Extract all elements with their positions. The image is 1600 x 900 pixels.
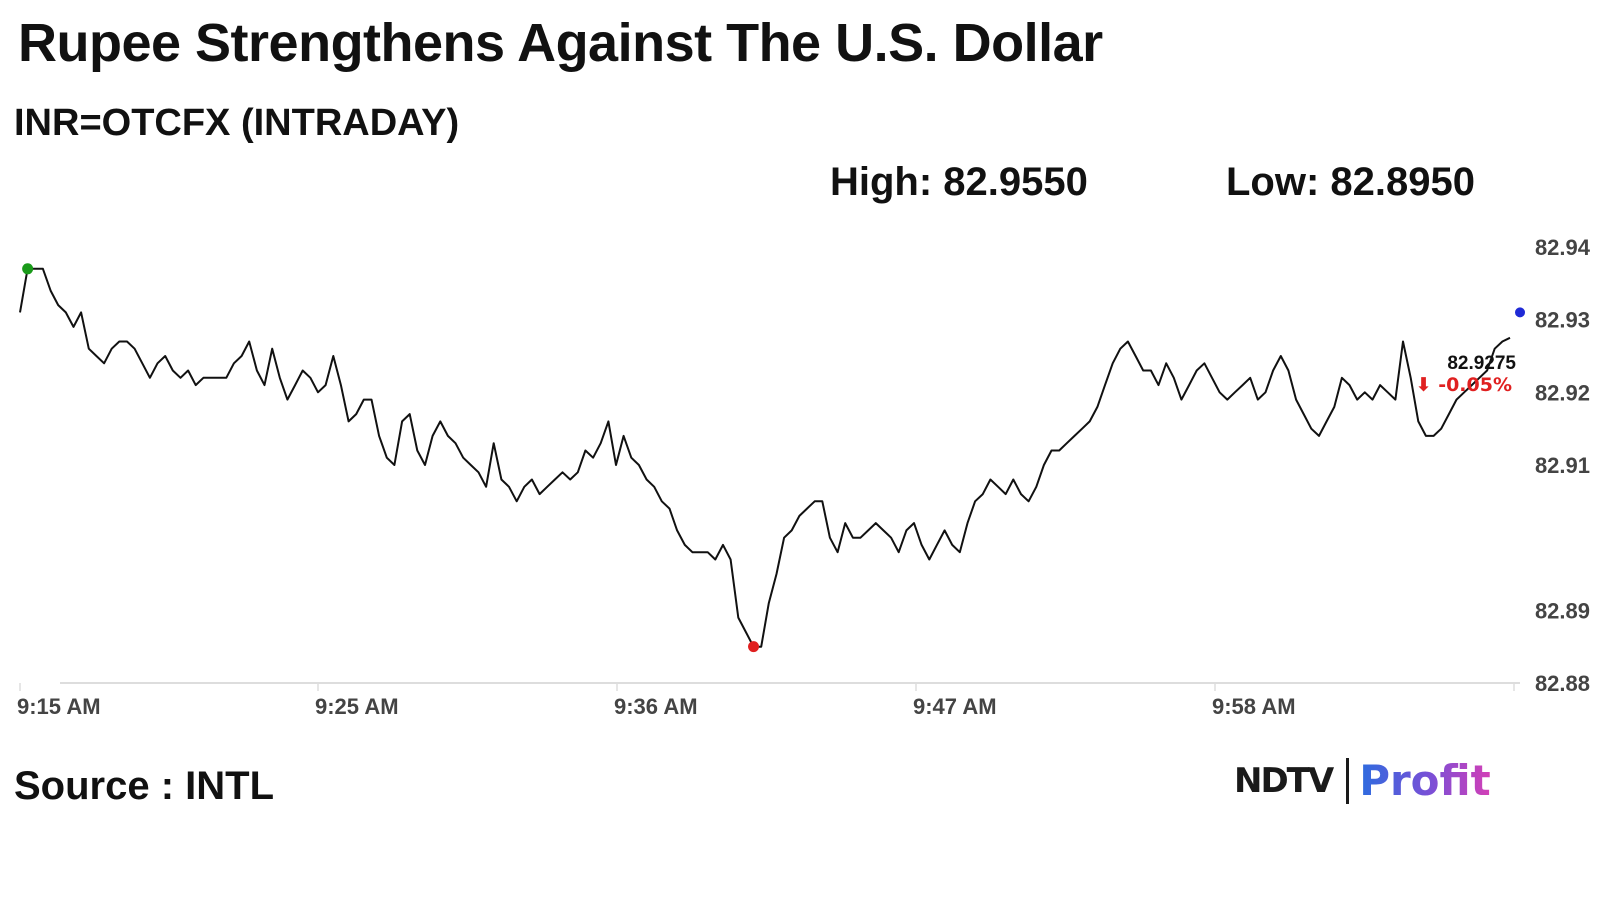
logo-profit-text: Profit <box>1359 756 1491 805</box>
x-tick-label: 9:58 AM <box>1212 694 1296 719</box>
logo-divider <box>1346 757 1350 804</box>
high-value: High: 82.9550 <box>830 160 1088 204</box>
x-tick-label: 9:47 AM <box>913 694 997 719</box>
x-tick-label: 9:36 AM <box>614 694 698 719</box>
y-tick-label: 82.89 <box>1535 598 1590 623</box>
high-point-marker <box>22 263 34 275</box>
x-tick-label: 9:25 AM <box>315 694 399 719</box>
y-tick-label: 82.94 <box>1535 235 1591 260</box>
chart-subtitle: INR=OTCFX (INTRADAY) <box>14 102 460 144</box>
series-line <box>19 267 1511 648</box>
last-value-label: 82.9275 <box>1447 353 1516 374</box>
y-tick-label: 82.92 <box>1535 380 1590 405</box>
chart-title: Rupee Strengthens Against The U.S. Dolla… <box>18 13 1103 73</box>
logo-ndtv-text: NDTV <box>1234 760 1334 801</box>
last-point-marker <box>1515 307 1525 318</box>
y-tick-label: 82.88 <box>1535 671 1590 696</box>
y-tick-label: 82.93 <box>1535 308 1590 333</box>
change-percent-label: ⬇ -0.05% <box>1416 374 1512 396</box>
low-point-marker <box>748 641 760 653</box>
ndtv-profit-logo: NDTV Profit <box>1234 756 1491 805</box>
source-label: Source : INTL <box>14 764 275 808</box>
low-value: Low: 82.8950 <box>1226 160 1476 204</box>
y-tick-label: 82.91 <box>1535 453 1590 478</box>
x-tick-label: 9:15 AM <box>17 694 101 719</box>
